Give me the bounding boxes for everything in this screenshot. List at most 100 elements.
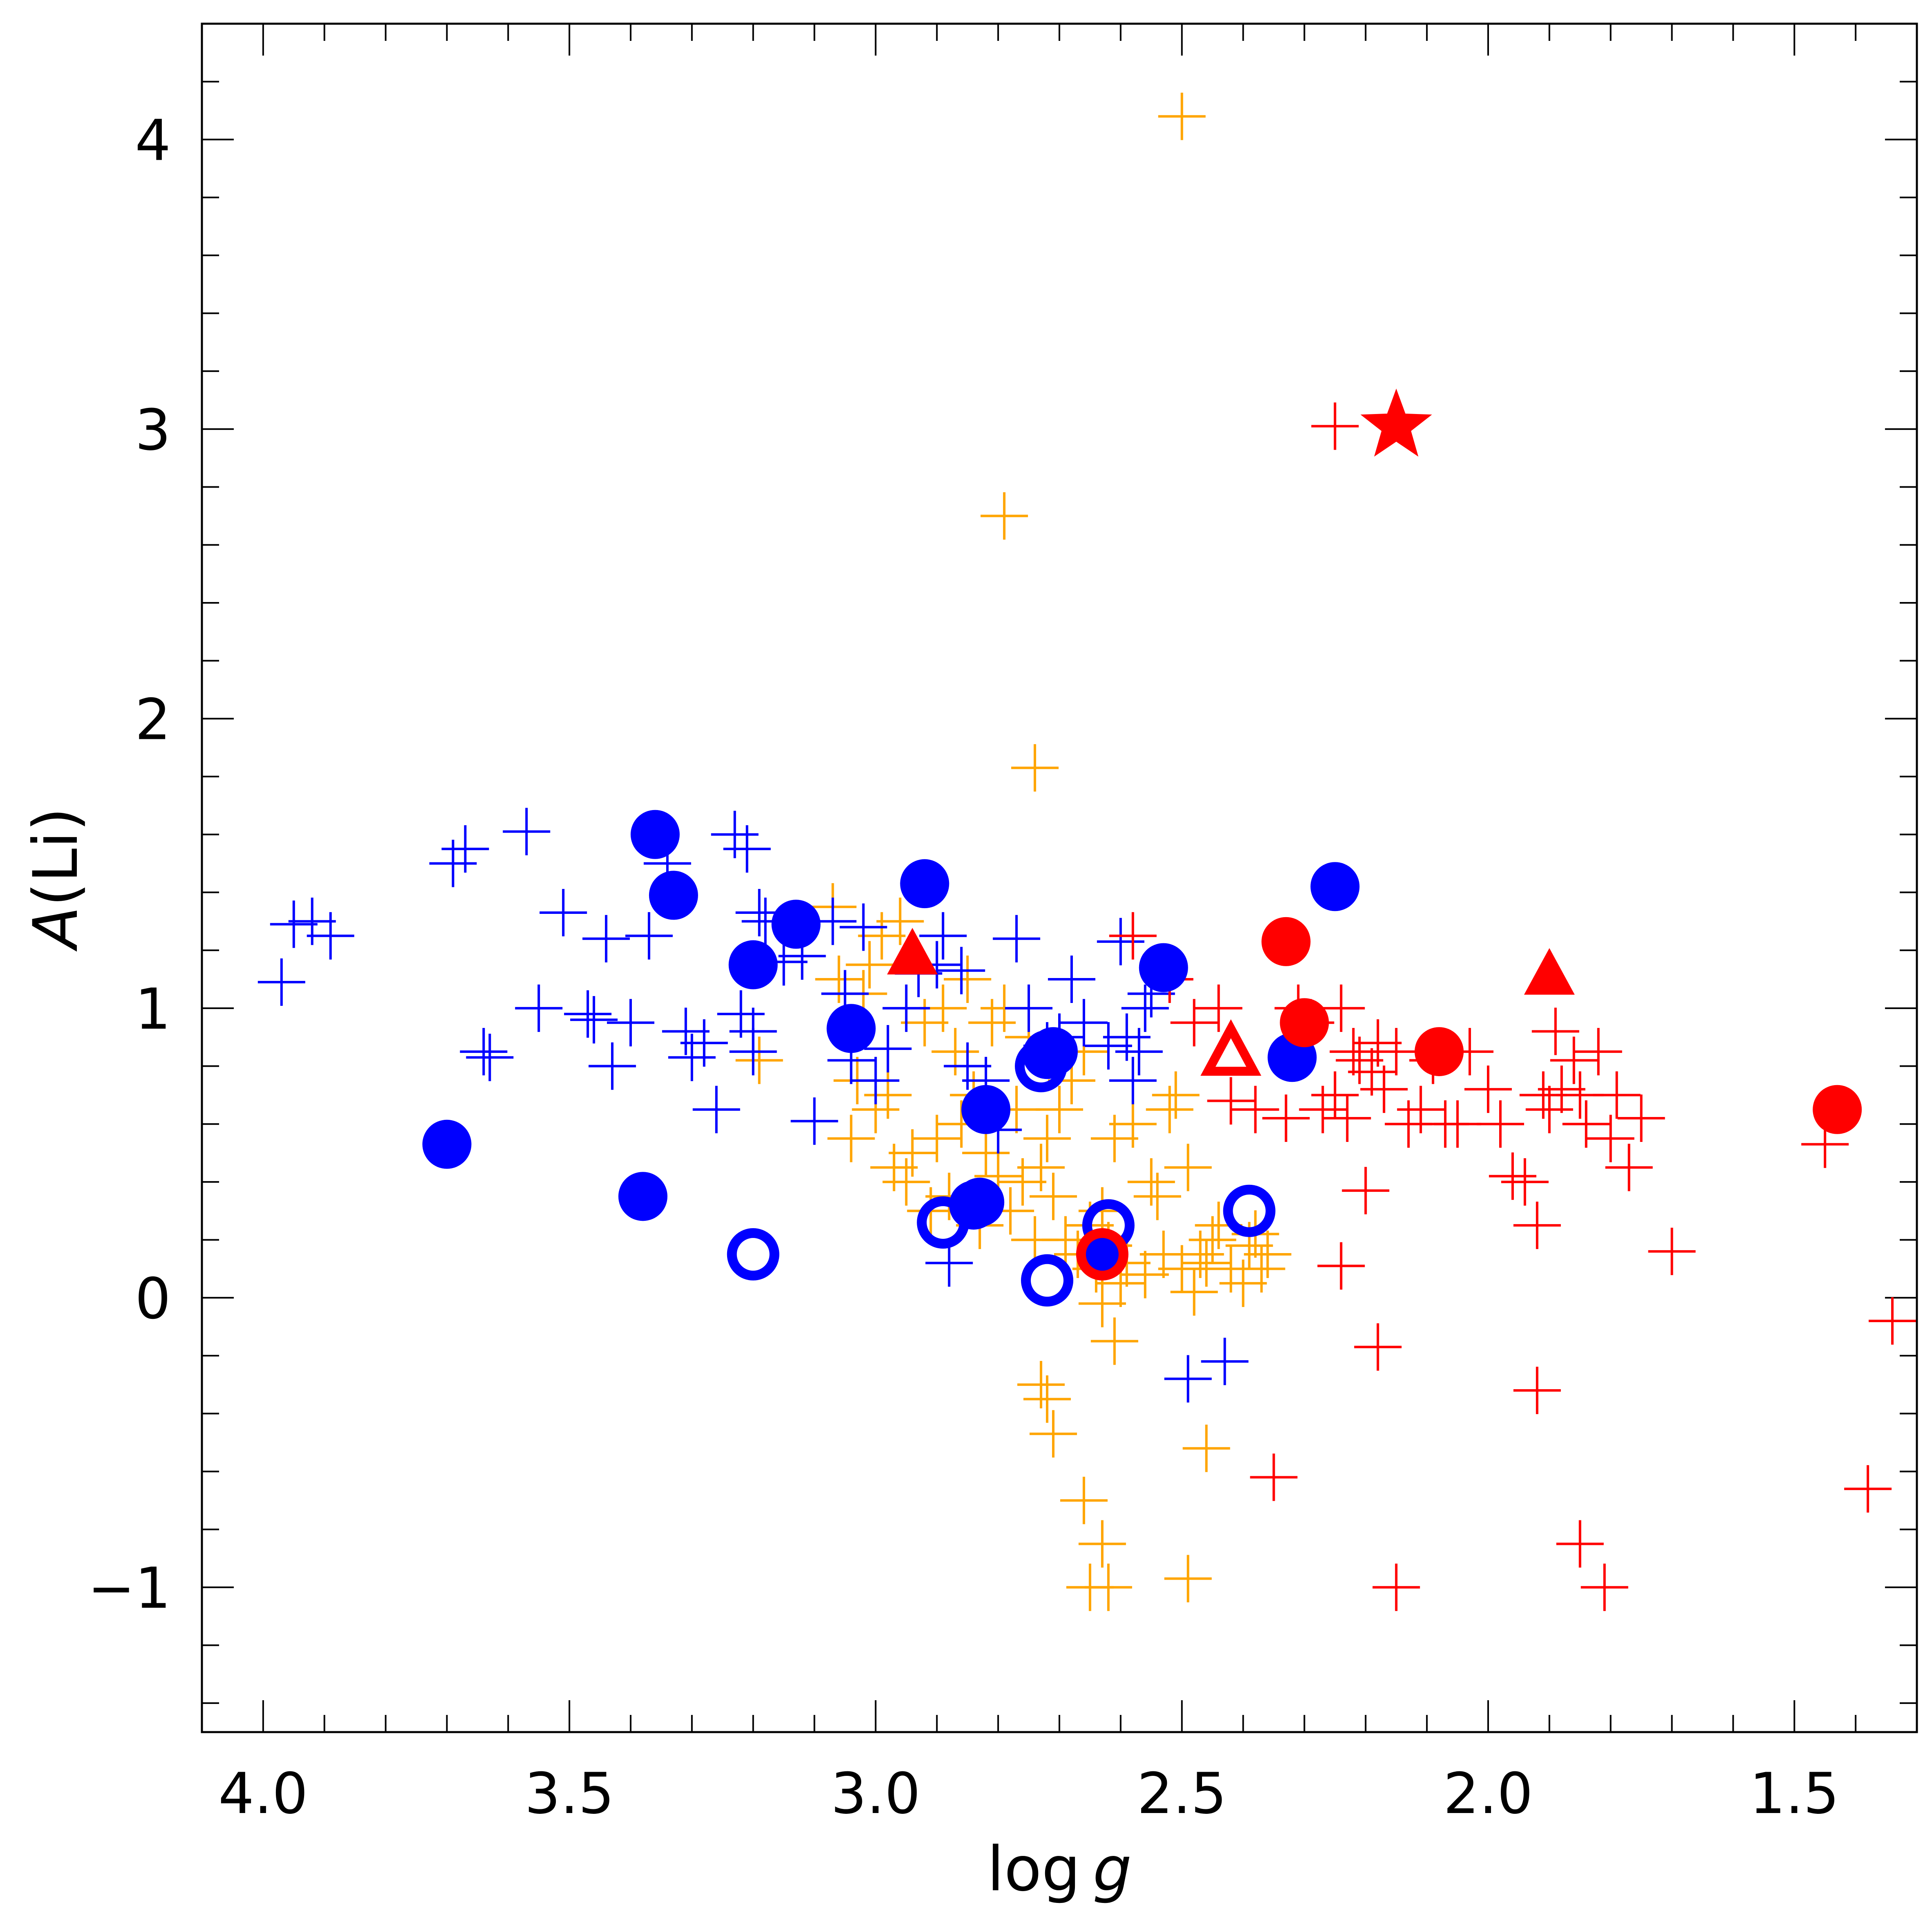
series-blue-open-circle [727, 1040, 1276, 1307]
red-open-triangle-point [1200, 1019, 1262, 1076]
red-plus-point [1562, 1100, 1610, 1148]
blue-filled-circle-point [630, 810, 680, 859]
orange-plus-point [1066, 1563, 1114, 1611]
blue-plus-point [790, 1097, 838, 1145]
red-plus-point [1574, 1028, 1622, 1076]
x-tick-label: 3.0 [831, 1761, 920, 1827]
red-plus-point [1464, 1065, 1512, 1113]
red-filled-circle-point [1415, 1027, 1464, 1077]
blue-plus-point [1121, 984, 1169, 1032]
blue-plus-point [1048, 955, 1095, 1003]
blue-plus-point [564, 990, 612, 1038]
series-red-ring-on-blue [1076, 1228, 1128, 1281]
orange-plus-point [1090, 1115, 1138, 1162]
blue-plus-point [1084, 1022, 1132, 1070]
blue-filled-circle-point [1139, 943, 1188, 992]
red-plus-point [1593, 1071, 1641, 1119]
orange-plus-point [1182, 1424, 1230, 1472]
blue-filled-circle-point [771, 900, 821, 949]
blue-plus-point [582, 915, 630, 962]
blue-plus-point [503, 808, 551, 855]
red-plus-point [1317, 1242, 1365, 1290]
orange-plus-point [735, 1036, 783, 1084]
orange-plus-point [1127, 1158, 1175, 1206]
series-red-filled-triangle [887, 928, 1575, 995]
red-filled-triangle-point [887, 928, 938, 975]
orange-plus-point [1146, 1086, 1193, 1133]
orange-plus-point [1078, 1280, 1126, 1327]
blue-plus-point [441, 825, 489, 873]
red-plus-point [1262, 1095, 1310, 1142]
x-axis-title-main: log [987, 1834, 1081, 1905]
orange-plus-point [1090, 1317, 1138, 1365]
blue-plus-point [1164, 1355, 1212, 1403]
red-plus-point [1844, 1465, 1892, 1513]
orange-plus-point [1158, 1245, 1206, 1293]
orange-plus-point [999, 1158, 1047, 1206]
blue-plus-point [1109, 1057, 1157, 1104]
y-tick-label: −1 [88, 1556, 171, 1621]
red-plus-point [1525, 1086, 1573, 1133]
orange-plus-point [882, 1158, 930, 1206]
series-red-star [1360, 388, 1432, 457]
blue-plus-point [852, 1057, 900, 1104]
blue-plus-point [692, 1086, 740, 1133]
red-plus-point [1354, 1019, 1402, 1067]
x-tick-label: 4.0 [218, 1761, 308, 1827]
orange-plus-point [944, 955, 992, 1003]
orange-plus-point [1219, 1259, 1267, 1307]
data-marks [257, 92, 1916, 1611]
red-plus-point [1869, 1297, 1916, 1345]
orange-plus-point [1078, 1520, 1126, 1568]
blue-plus-point [515, 984, 563, 1032]
orange-plus-point [827, 1115, 875, 1162]
orange-plus-point [1023, 1115, 1071, 1162]
red-plus-point [1330, 1028, 1377, 1076]
orange-plus-point [981, 492, 1028, 540]
orange-plus-point [1176, 1231, 1224, 1278]
blue-plus-point [466, 1034, 514, 1081]
series-red-filled-circle [1261, 917, 1862, 1134]
blue-open-circle-point [727, 1228, 779, 1281]
blue-plus-point [288, 898, 336, 945]
orange-plus-point [870, 1144, 918, 1191]
x-tick-label: 1.5 [1750, 1761, 1839, 1827]
blue-plus-point [270, 900, 318, 948]
blue-open-circle-point [1223, 1184, 1276, 1237]
red-plus-point [1538, 1065, 1585, 1113]
blue-plus-point [864, 1025, 912, 1072]
red-plus-point [1617, 1095, 1665, 1142]
orange-plus-point [864, 1071, 912, 1119]
orange-plus-point [858, 912, 906, 960]
orange-plus-point [1121, 1251, 1169, 1298]
orange-plus-point [1170, 1268, 1218, 1316]
red-plus-point [1513, 1367, 1561, 1414]
blue-open-circle-point [1082, 1199, 1135, 1252]
x-axis-title-var: g [1093, 1834, 1132, 1905]
blue-plus-point [723, 825, 771, 873]
blue-filled-circle-point [728, 940, 778, 989]
blue-plus-point [840, 903, 887, 951]
blue-plus-point [625, 912, 673, 960]
blue-open-circle-point [1015, 1040, 1068, 1092]
blue-plus-point [429, 839, 477, 887]
blue-filled-circle-point [826, 1004, 876, 1053]
red-plus-point [1550, 1036, 1598, 1084]
red-plus-point [1250, 1453, 1298, 1501]
blue-plus-point [729, 1028, 777, 1076]
red-plus-point [1360, 1065, 1408, 1113]
orange-plus-point [901, 999, 949, 1047]
orange-plus-point [1017, 1361, 1065, 1408]
red-plus-point [1372, 1028, 1420, 1076]
blue-filled-circle-point [900, 859, 949, 909]
orange-plus-point [931, 1028, 979, 1076]
red-plus-point [1336, 1036, 1384, 1084]
red-plus-point [1348, 1048, 1396, 1096]
orange-plus-point [1152, 1071, 1200, 1119]
blue-plus-point [540, 889, 587, 937]
blue-plus-point [570, 996, 618, 1044]
y-tick-label: 1 [135, 976, 171, 1042]
series-red-open-triangle [1200, 1019, 1262, 1076]
blue-plus-point [589, 1042, 636, 1090]
